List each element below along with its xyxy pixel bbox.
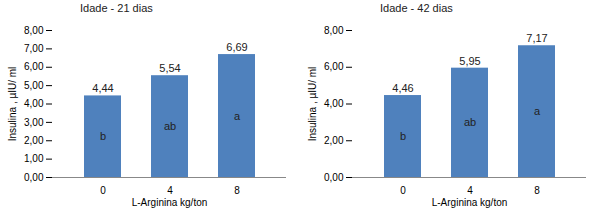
svg-text:4,44: 4,44 xyxy=(92,82,113,94)
svg-text:2,00: 2,00 xyxy=(24,135,44,146)
svg-text:8: 8 xyxy=(534,185,540,196)
html-text:Idade - 21 dias: Idade - 21 dias xyxy=(80,2,153,14)
svg-text:8,00: 8,00 xyxy=(24,25,44,36)
svg-text:8: 8 xyxy=(234,185,240,196)
svg-text:2,00: 2,00 xyxy=(324,135,344,146)
svg-text:Insulina , µIU/ ml: Insulina , µIU/ ml xyxy=(7,67,18,142)
svg-text:7,00: 7,00 xyxy=(24,43,44,54)
svg-text:1,00: 1,00 xyxy=(24,153,44,164)
svg-text:0: 0 xyxy=(400,185,406,196)
svg-text:4,46: 4,46 xyxy=(392,82,413,94)
svg-text:5,00: 5,00 xyxy=(24,80,44,91)
svg-text:0: 0 xyxy=(100,185,106,196)
svg-text:6,69: 6,69 xyxy=(226,41,247,53)
svg-text:b: b xyxy=(400,130,406,142)
svg-text:4: 4 xyxy=(467,185,473,196)
svg-text:4,00: 4,00 xyxy=(24,98,44,109)
svg-text:L-Arginina kg/ton: L-Arginina kg/ton xyxy=(132,197,208,208)
svg-text:a: a xyxy=(234,110,241,122)
svg-text:7,17: 7,17 xyxy=(526,32,547,44)
svg-text:4: 4 xyxy=(167,185,173,196)
svg-text:b: b xyxy=(100,130,106,142)
svg-text:6,00: 6,00 xyxy=(24,61,44,72)
svg-text:a: a xyxy=(534,105,541,117)
svg-text:Insulina , µIU/ ml: Insulina , µIU/ ml xyxy=(307,67,318,142)
svg-text:0,00: 0,00 xyxy=(324,172,344,183)
svg-text:ab: ab xyxy=(164,120,176,132)
svg-text:5,95: 5,95 xyxy=(459,55,480,67)
svg-text:3,00: 3,00 xyxy=(24,117,44,128)
svg-text:6,00: 6,00 xyxy=(324,61,344,72)
svg-text:L-Arginina kg/ton: L-Arginina kg/ton xyxy=(432,197,508,208)
svg-text:0,00: 0,00 xyxy=(24,172,44,183)
svg-text:8,00: 8,00 xyxy=(324,25,344,36)
html-text:Idade - 42 dias: Idade - 42 dias xyxy=(380,2,453,14)
svg-text:5,54: 5,54 xyxy=(159,62,180,74)
svg-text:4,00: 4,00 xyxy=(324,98,344,109)
svg-text:ab: ab xyxy=(464,116,476,128)
